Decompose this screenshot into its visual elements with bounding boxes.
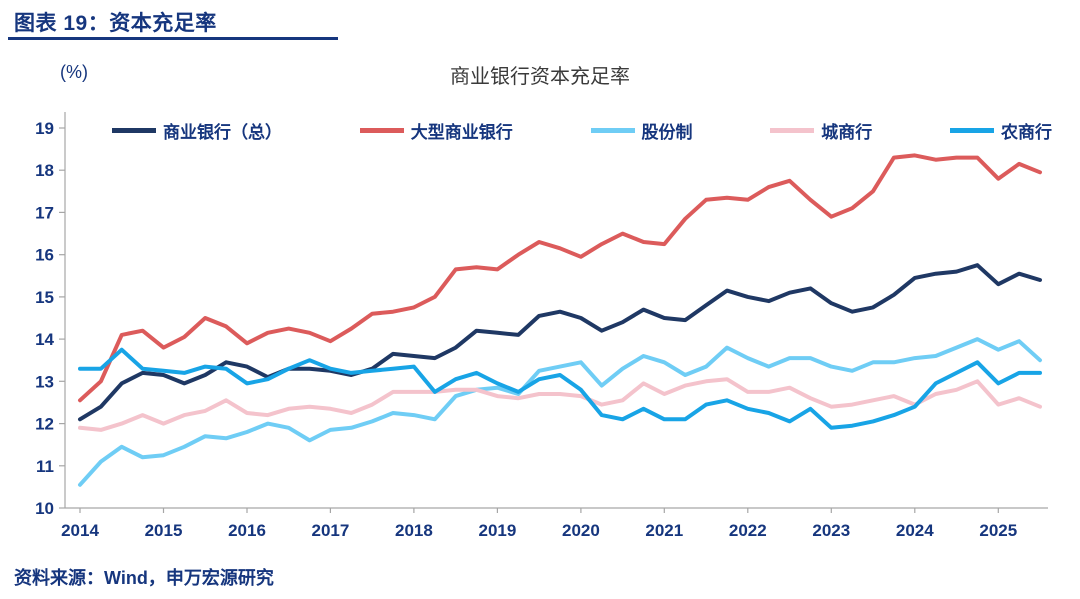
figure-title: 图表 19：资本充足率: [14, 12, 217, 35]
y-tick-label: 18: [35, 161, 54, 180]
x-tick-label: 2018: [395, 521, 433, 540]
x-tick-label: 2021: [645, 521, 683, 540]
y-tick-label: 17: [35, 203, 54, 222]
legend-label: 大型商业银行: [410, 123, 513, 142]
y-tick-label: 14: [35, 330, 54, 349]
legend-item-0: 商业银行（总）: [112, 118, 282, 143]
legend-item-2: 股份制: [590, 118, 693, 143]
x-tick-label: 2017: [311, 521, 349, 540]
series-line-1: [78, 153, 1042, 403]
x-tick-label: 2025: [979, 521, 1017, 540]
legend-line-swatch-icon: [950, 128, 994, 133]
header-underline: [8, 37, 338, 40]
x-tick-label: 2014: [61, 521, 99, 540]
x-tick-label: 2020: [562, 521, 600, 540]
source-note: 资料来源：Wind，申万宏源研究: [14, 568, 274, 588]
series-line-2: [78, 337, 1042, 487]
x-tick-label: 2023: [812, 521, 850, 540]
y-tick-label: 13: [35, 372, 54, 391]
x-tick-label: 2016: [228, 521, 266, 540]
legend-label: 股份制: [641, 123, 693, 142]
y-tick-label: 11: [36, 457, 54, 476]
series-line-4: [78, 347, 1042, 430]
chart-legend: 商业银行（总） 大型商业银行 股份制 城商行 农商行: [112, 118, 1052, 143]
legend-line-swatch-icon: [112, 128, 156, 133]
legend-label: 商业银行（总）: [163, 123, 282, 142]
legend-line-swatch-icon: [590, 128, 635, 133]
x-tick-label: 2015: [145, 521, 183, 540]
y-tick-label: 10: [35, 499, 54, 518]
x-tick-label: 2022: [729, 521, 767, 540]
y-axis-unit-label: (%): [60, 62, 88, 82]
legend-label: 城商行: [821, 123, 873, 142]
legend-item-4: 农商行: [950, 118, 1052, 143]
y-tick-label: 12: [35, 415, 54, 434]
x-tick-label: 2019: [478, 521, 516, 540]
y-tick-label: 15: [35, 288, 54, 307]
legend-item-3: 城商行: [770, 118, 872, 143]
series-line-3: [78, 377, 1042, 432]
legend-line-swatch-icon: [359, 128, 404, 133]
legend-line-swatch-icon: [770, 128, 815, 133]
chart-title: 商业银行资本充足率: [450, 66, 630, 88]
legend-item-1: 大型商业银行: [359, 118, 513, 143]
x-tick-label: 2024: [896, 521, 934, 540]
legend-label: 农商行: [1001, 123, 1052, 142]
series-line-0: [78, 263, 1042, 422]
y-tick-label: 19: [35, 119, 54, 138]
y-tick-label: 16: [35, 246, 54, 265]
